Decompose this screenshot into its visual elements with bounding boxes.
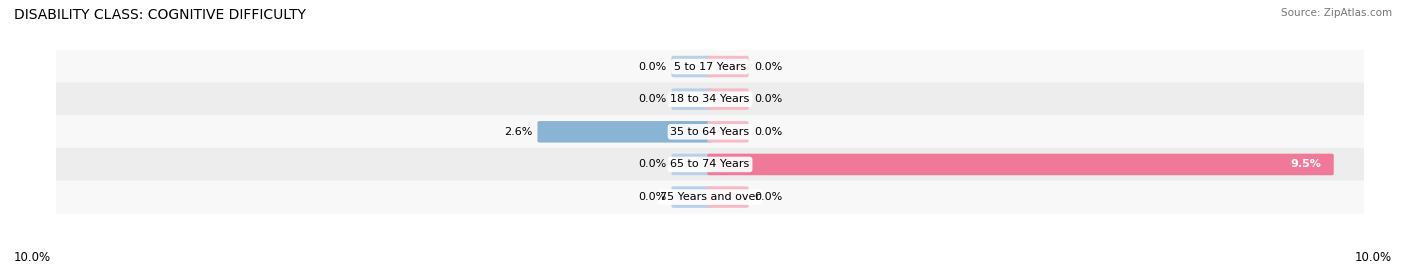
FancyBboxPatch shape: [707, 56, 748, 77]
FancyBboxPatch shape: [56, 148, 1364, 181]
FancyBboxPatch shape: [707, 186, 748, 208]
FancyBboxPatch shape: [707, 89, 748, 110]
Text: 10.0%: 10.0%: [1355, 251, 1392, 264]
Text: Source: ZipAtlas.com: Source: ZipAtlas.com: [1281, 8, 1392, 18]
FancyBboxPatch shape: [672, 56, 713, 77]
Text: 2.6%: 2.6%: [503, 127, 533, 137]
Text: 0.0%: 0.0%: [754, 62, 782, 72]
Text: 18 to 34 Years: 18 to 34 Years: [671, 94, 749, 104]
Text: 9.5%: 9.5%: [1291, 160, 1322, 169]
Text: DISABILITY CLASS: COGNITIVE DIFFICULTY: DISABILITY CLASS: COGNITIVE DIFFICULTY: [14, 8, 307, 22]
Text: 0.0%: 0.0%: [638, 62, 666, 72]
FancyBboxPatch shape: [56, 50, 1364, 83]
FancyBboxPatch shape: [56, 83, 1364, 116]
FancyBboxPatch shape: [707, 121, 748, 143]
FancyBboxPatch shape: [56, 115, 1364, 148]
Text: 0.0%: 0.0%: [638, 94, 666, 104]
FancyBboxPatch shape: [537, 121, 713, 143]
Text: 0.0%: 0.0%: [754, 127, 782, 137]
FancyBboxPatch shape: [672, 186, 713, 208]
Text: 65 to 74 Years: 65 to 74 Years: [671, 160, 749, 169]
Text: 0.0%: 0.0%: [754, 192, 782, 202]
Text: 75 Years and over: 75 Years and over: [659, 192, 761, 202]
Text: 0.0%: 0.0%: [638, 160, 666, 169]
FancyBboxPatch shape: [672, 89, 713, 110]
FancyBboxPatch shape: [56, 180, 1364, 214]
Text: 35 to 64 Years: 35 to 64 Years: [671, 127, 749, 137]
Text: 0.0%: 0.0%: [754, 94, 782, 104]
Text: 10.0%: 10.0%: [14, 251, 51, 264]
Text: 0.0%: 0.0%: [638, 192, 666, 202]
FancyBboxPatch shape: [672, 154, 713, 175]
FancyBboxPatch shape: [707, 154, 1334, 175]
Text: 5 to 17 Years: 5 to 17 Years: [673, 62, 747, 72]
